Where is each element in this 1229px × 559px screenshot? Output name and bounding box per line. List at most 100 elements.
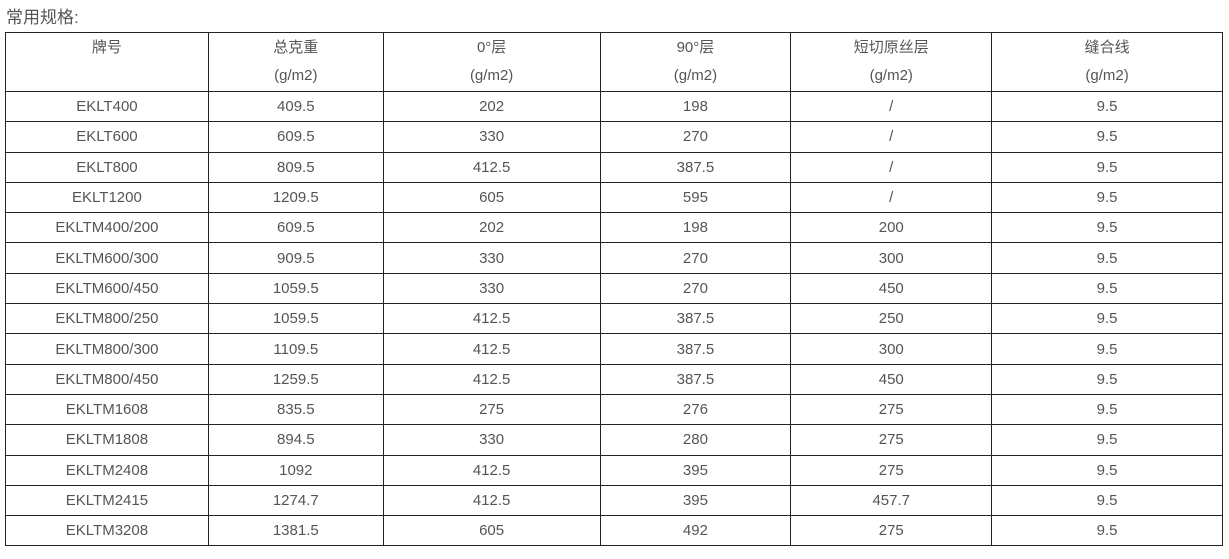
column-header-name: 总克重 bbox=[273, 39, 319, 56]
table-cell: 275 bbox=[790, 393, 993, 426]
table-row: EKLTM600/300 909.5 330 270 300 9.5 bbox=[5, 242, 1223, 274]
table-cell: 409.5 bbox=[207, 90, 384, 123]
column-header-unit: (g/m2) bbox=[673, 67, 718, 84]
table-cell: 9.5 bbox=[991, 272, 1223, 305]
table-cell: 275 bbox=[382, 393, 601, 426]
table-cell: 9.5 bbox=[991, 242, 1223, 274]
table-cell: 395 bbox=[599, 484, 792, 517]
column-header-unit bbox=[6, 62, 208, 90]
table-cell: EKLT400 bbox=[5, 90, 209, 123]
table-cell: / bbox=[790, 121, 993, 153]
column-header-unit: (g/m2) bbox=[274, 67, 318, 84]
table-cell: EKLT600 bbox=[5, 121, 209, 153]
table-cell: 198 bbox=[599, 212, 792, 244]
table-cell: 9.5 bbox=[991, 515, 1223, 547]
table-cell: EKLT1200 bbox=[5, 181, 209, 214]
column-header: 90°层 (g/m2) bbox=[599, 32, 792, 92]
table-cell: 835.5 bbox=[207, 393, 384, 426]
table-cell: 1109.5 bbox=[207, 333, 384, 365]
table-cell: 809.5 bbox=[207, 151, 384, 183]
table-cell: 9.5 bbox=[991, 151, 1223, 183]
column-header-unit: (g/m2) bbox=[1085, 67, 1129, 84]
table-cell: 909.5 bbox=[207, 242, 384, 274]
column-header: 牌号 bbox=[5, 32, 209, 92]
column-header-name: 牌号 bbox=[91, 39, 122, 56]
table-cell: 202 bbox=[382, 90, 601, 123]
column-header-name: 0°层 bbox=[476, 39, 507, 56]
table-cell: 9.5 bbox=[991, 90, 1223, 123]
table-row: EKLTM600/450 1059.5 330 270 450 9.5 bbox=[5, 272, 1223, 305]
table-cell: 9.5 bbox=[991, 363, 1223, 395]
table-cell: EKLT800 bbox=[5, 151, 209, 183]
table-cell: 200 bbox=[790, 212, 993, 244]
table-row: EKLTM1608 835.5 275 276 275 9.5 bbox=[5, 393, 1223, 426]
header-row: 牌号 总克重 (g/m2) 0°层 (g/m2) 90°层 (g/m2) 短切原丝层 (g/m… bbox=[5, 32, 1223, 92]
table-cell: 412.5 bbox=[382, 454, 601, 486]
spec-table: 牌号 总克重 (g/m2) 0°层 (g/m2) 90°层 (g/m2) 短切原丝层 (g/m… bbox=[5, 32, 1223, 547]
table-cell: 609.5 bbox=[207, 121, 384, 153]
table-cell: 1209.5 bbox=[207, 181, 384, 214]
table-cell: 330 bbox=[382, 121, 601, 153]
table-cell: 275 bbox=[790, 515, 993, 547]
table-cell: 395 bbox=[599, 454, 792, 486]
table-cell: 1059.5 bbox=[207, 303, 384, 335]
table-cell: 9.5 bbox=[991, 484, 1223, 517]
table-cell: 330 bbox=[382, 242, 601, 274]
table-cell: 270 bbox=[599, 121, 792, 153]
table-cell: 387.5 bbox=[599, 363, 792, 395]
column-header: 总克重 (g/m2) bbox=[207, 32, 384, 92]
table-cell: 300 bbox=[790, 333, 993, 365]
column-header: 短切原丝层 (g/m2) bbox=[790, 32, 993, 92]
table-row: EKLTM800/250 1059.5 412.5 387.5 250 9.5 bbox=[5, 303, 1223, 335]
table-cell: / bbox=[790, 181, 993, 214]
column-header-name: 缝合线 bbox=[1084, 39, 1130, 56]
table-cell: 387.5 bbox=[599, 333, 792, 365]
table-cell: 9.5 bbox=[991, 454, 1223, 486]
table-row: EKLTM2415 1274.7 412.5 395 457.7 9.5 bbox=[5, 484, 1223, 517]
column-header: 0°层 (g/m2) bbox=[382, 32, 601, 92]
table-cell: 9.5 bbox=[991, 303, 1223, 335]
column-header-unit: (g/m2) bbox=[869, 67, 913, 84]
table-cell: 9.5 bbox=[991, 212, 1223, 244]
table-cell: EKLTM800/450 bbox=[5, 363, 209, 395]
table-cell: EKLTM1608 bbox=[5, 393, 209, 426]
table-cell: 605 bbox=[382, 515, 601, 547]
table-row: EKLTM1808 894.5 330 280 275 9.5 bbox=[5, 424, 1223, 456]
column-header-name: 短切原丝层 bbox=[853, 39, 929, 56]
table-cell: 450 bbox=[790, 272, 993, 305]
table-cell: EKLTM1808 bbox=[5, 424, 209, 456]
table-cell: EKLTM2408 bbox=[5, 454, 209, 486]
table-cell: 9.5 bbox=[991, 393, 1223, 426]
table-cell: 9.5 bbox=[991, 181, 1223, 214]
table-cell: 276 bbox=[599, 393, 792, 426]
table-cell: 1381.5 bbox=[207, 515, 384, 547]
table-cell: 270 bbox=[599, 242, 792, 274]
section-title: 常用规格: bbox=[6, 8, 79, 27]
table-cell: / bbox=[790, 151, 993, 183]
table-row: EKLT600 609.5 330 270/9.5 bbox=[5, 121, 1223, 153]
table-row: EKLTM3208 1381.5 605 492 275 9.5 bbox=[5, 515, 1223, 547]
table-cell: 387.5 bbox=[599, 151, 792, 183]
table-cell: 1259.5 bbox=[207, 363, 384, 395]
table-cell: 300 bbox=[790, 242, 993, 274]
table-cell: 330 bbox=[382, 424, 601, 456]
table-cell: EKLTM800/250 bbox=[5, 303, 209, 335]
table-cell: EKLTM800/300 bbox=[5, 333, 209, 365]
table-cell: 412.5 bbox=[382, 303, 601, 335]
table-cell: EKLTM2415 bbox=[5, 484, 209, 517]
table-cell: 275 bbox=[790, 424, 993, 456]
table-cell: 412.5 bbox=[382, 333, 601, 365]
table-row: EKLTM800/300 1109.5 412.5 387.5 300 9.5 bbox=[5, 333, 1223, 365]
table-row: EKLT800 809.5 412.5 387.5/9.5 bbox=[5, 151, 1223, 183]
table-cell: 412.5 bbox=[382, 151, 601, 183]
table-cell: 1092 bbox=[207, 454, 384, 486]
column-header-unit: (g/m2) bbox=[469, 67, 514, 84]
table-cell: 9.5 bbox=[991, 121, 1223, 153]
table-cell: 492 bbox=[599, 515, 792, 547]
table-cell: 270 bbox=[599, 272, 792, 305]
table-cell: 412.5 bbox=[382, 484, 601, 517]
table-cell: 450 bbox=[790, 363, 993, 395]
table-cell: 280 bbox=[599, 424, 792, 456]
table-cell: 9.5 bbox=[991, 424, 1223, 456]
table-row: EKLT400 409.5 202 198/9.5 bbox=[5, 90, 1223, 123]
